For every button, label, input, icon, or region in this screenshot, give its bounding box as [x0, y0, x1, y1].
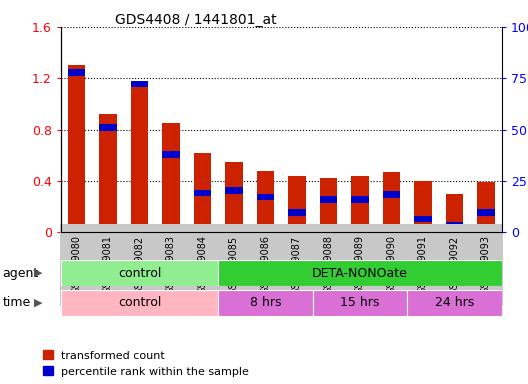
Bar — [131, 84, 148, 232]
Bar — [414, 216, 431, 222]
Bar — [414, 181, 431, 232]
Bar — [218, 260, 502, 286]
Bar — [320, 179, 337, 232]
Bar — [194, 153, 211, 232]
Bar — [99, 114, 117, 232]
Text: GSM549090: GSM549090 — [386, 235, 397, 295]
Bar — [383, 172, 400, 232]
Text: GSM549089: GSM549089 — [355, 235, 365, 295]
Bar — [194, 190, 211, 196]
Text: GSM549083: GSM549083 — [166, 235, 176, 295]
Text: control: control — [118, 266, 161, 280]
Text: GSM549092: GSM549092 — [449, 235, 459, 295]
Bar — [383, 191, 400, 198]
Bar — [257, 194, 274, 200]
Bar — [131, 81, 148, 87]
Text: GSM549082: GSM549082 — [135, 235, 145, 295]
Text: ▶: ▶ — [34, 298, 42, 308]
Text: GDS4408 / 1441801_at: GDS4408 / 1441801_at — [115, 13, 276, 27]
Bar — [477, 182, 495, 232]
Bar — [225, 162, 242, 232]
Text: ▶: ▶ — [34, 268, 42, 278]
Bar — [446, 194, 463, 232]
Text: 24 hrs: 24 hrs — [435, 296, 474, 309]
Text: GSM549084: GSM549084 — [197, 235, 208, 295]
Text: time: time — [3, 296, 31, 309]
Bar — [257, 170, 274, 232]
Bar — [61, 290, 218, 316]
Bar — [61, 260, 218, 286]
Bar — [288, 176, 306, 232]
Legend: transformed count, percentile rank within the sample: transformed count, percentile rank withi… — [43, 350, 249, 377]
Bar — [477, 209, 495, 216]
Bar — [218, 290, 313, 316]
Text: control: control — [118, 296, 161, 309]
Bar — [313, 290, 407, 316]
Text: DETA-NONOate: DETA-NONOate — [312, 266, 408, 280]
Bar — [288, 209, 306, 216]
Bar — [446, 222, 463, 228]
Bar — [225, 187, 242, 194]
Bar — [407, 290, 502, 316]
Text: GSM549081: GSM549081 — [103, 235, 113, 295]
Text: GSM549087: GSM549087 — [292, 235, 302, 295]
Bar — [162, 151, 180, 158]
Bar — [351, 196, 369, 203]
Text: GSM549085: GSM549085 — [229, 235, 239, 295]
Bar — [162, 123, 180, 232]
Text: GSM549091: GSM549091 — [418, 235, 428, 295]
Text: GSM549093: GSM549093 — [481, 235, 491, 295]
Bar — [351, 176, 369, 232]
Text: GSM549080: GSM549080 — [71, 235, 81, 295]
Bar — [99, 124, 117, 131]
Bar — [68, 65, 85, 232]
Bar — [68, 69, 85, 76]
Bar — [320, 196, 337, 203]
Text: 8 hrs: 8 hrs — [250, 296, 281, 309]
Text: 15 hrs: 15 hrs — [340, 296, 380, 309]
Text: GSM549086: GSM549086 — [260, 235, 270, 295]
Text: GSM549088: GSM549088 — [323, 235, 333, 295]
Text: agent: agent — [3, 266, 39, 280]
